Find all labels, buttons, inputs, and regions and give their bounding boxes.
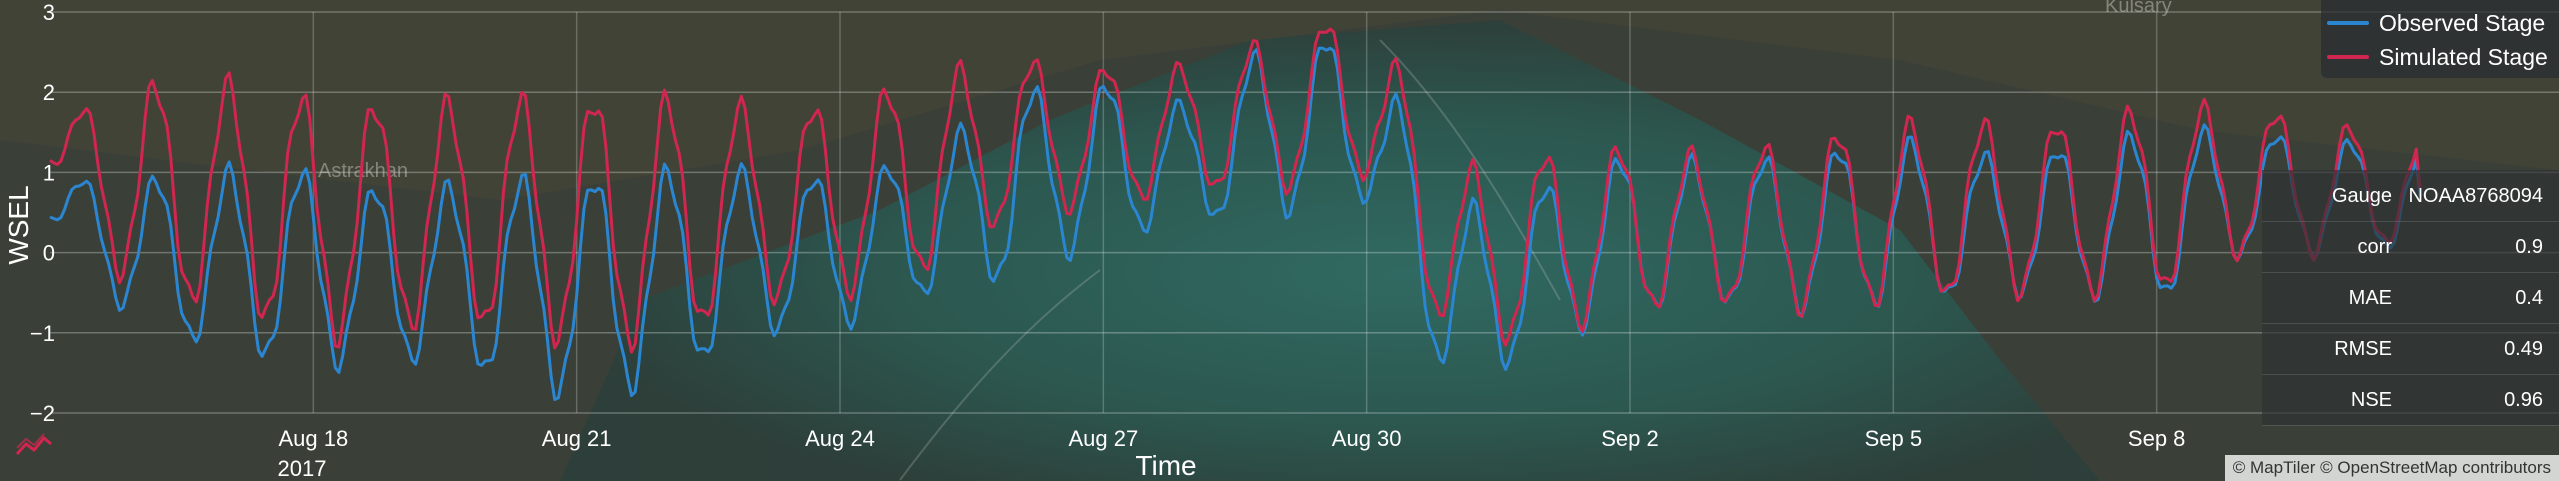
map-label-kulsary: Kulsary xyxy=(2105,0,2172,17)
x-axis-ticks: Aug 18 Aug 21 Aug 24 Aug 27 Aug 30 Sep 2 Sep 5… xyxy=(278,426,2185,451)
y-tick-label: −2 xyxy=(30,401,55,426)
x-axis-title: Time xyxy=(1135,450,1196,481)
chart-legend: Observed Stage Simulated Stage xyxy=(2321,0,2559,78)
stats-key-mae: MAE xyxy=(2348,287,2392,309)
x-tick-label: Aug 21 xyxy=(542,426,612,451)
x-tick-label: Sep 8 xyxy=(2128,426,2186,451)
stats-row-corr: corr 0.9 xyxy=(2262,221,2559,273)
stats-key-rmse: RMSE xyxy=(2334,338,2392,360)
stats-value-mae: 0.4 xyxy=(2515,287,2543,309)
x-tick-label: Aug 30 xyxy=(1332,426,1402,451)
stats-value-rmse: 0.49 xyxy=(2504,338,2543,360)
stats-value-corr: 0.9 xyxy=(2515,236,2543,258)
legend-item-simulated[interactable]: Simulated Stage xyxy=(2327,41,2548,73)
land-north-area xyxy=(0,0,2559,200)
legend-label-simulated: Simulated Stage xyxy=(2379,43,2548,70)
x-tick-label: Aug 18 xyxy=(278,426,348,451)
stats-value-nse: 0.96 xyxy=(2504,389,2543,411)
map-label-astrakhan: Astrakhan xyxy=(318,160,408,182)
stats-row-rmse: RMSE 0.49 xyxy=(2262,323,2559,375)
x-tick-year-label: 2017 xyxy=(278,456,327,481)
series-lines xyxy=(49,27,2422,401)
caspian-sea-area xyxy=(560,20,2100,481)
stats-key-gauge: Gauge xyxy=(2331,185,2392,207)
chart-grid xyxy=(50,11,2559,414)
x-tick-label: Sep 2 xyxy=(1601,426,1659,451)
y-tick-label: 1 xyxy=(43,160,55,185)
river-line xyxy=(899,269,1101,481)
stats-key-nse: NSE xyxy=(2350,389,2392,411)
y-axis-ticks: −2 −1 0 1 2 3 xyxy=(30,0,55,426)
x-tick-label: Sep 5 xyxy=(1865,426,1923,451)
y-tick-label: 0 xyxy=(43,241,55,266)
stats-row-nse: NSE 0.96 xyxy=(2262,374,2559,426)
line-chart-icon[interactable] xyxy=(14,432,54,458)
stats-row-mae: MAE 0.4 xyxy=(2262,272,2559,324)
gauge-stats-panel: Gauge NOAA8768094 corr 0.9 MAE 0.4 RMSE … xyxy=(2262,170,2559,426)
map-attribution[interactable]: © MapTiler © OpenStreetMap contributors xyxy=(2224,455,2559,481)
stats-value-gauge: NOAA8768094 xyxy=(2408,185,2543,207)
simulated-stage-line[interactable] xyxy=(49,27,2422,354)
x-tick-label: Aug 27 xyxy=(1068,426,1138,451)
legend-swatch-simulated xyxy=(2327,55,2369,59)
y-axis-title: WSEL xyxy=(3,185,34,264)
stats-key-corr: corr xyxy=(2357,236,2392,258)
y-tick-label: −1 xyxy=(30,321,55,346)
y-tick-label: 2 xyxy=(43,80,55,105)
stats-row-gauge: Gauge NOAA8768094 xyxy=(2262,170,2559,222)
x-tick-label: Aug 24 xyxy=(805,426,875,451)
legend-label-observed: Observed Stage xyxy=(2379,9,2546,36)
y-tick-label: 3 xyxy=(43,0,55,25)
border-line xyxy=(1379,39,1561,301)
legend-item-observed[interactable]: Observed Stage xyxy=(2327,7,2545,39)
legend-swatch-observed xyxy=(2327,21,2369,25)
